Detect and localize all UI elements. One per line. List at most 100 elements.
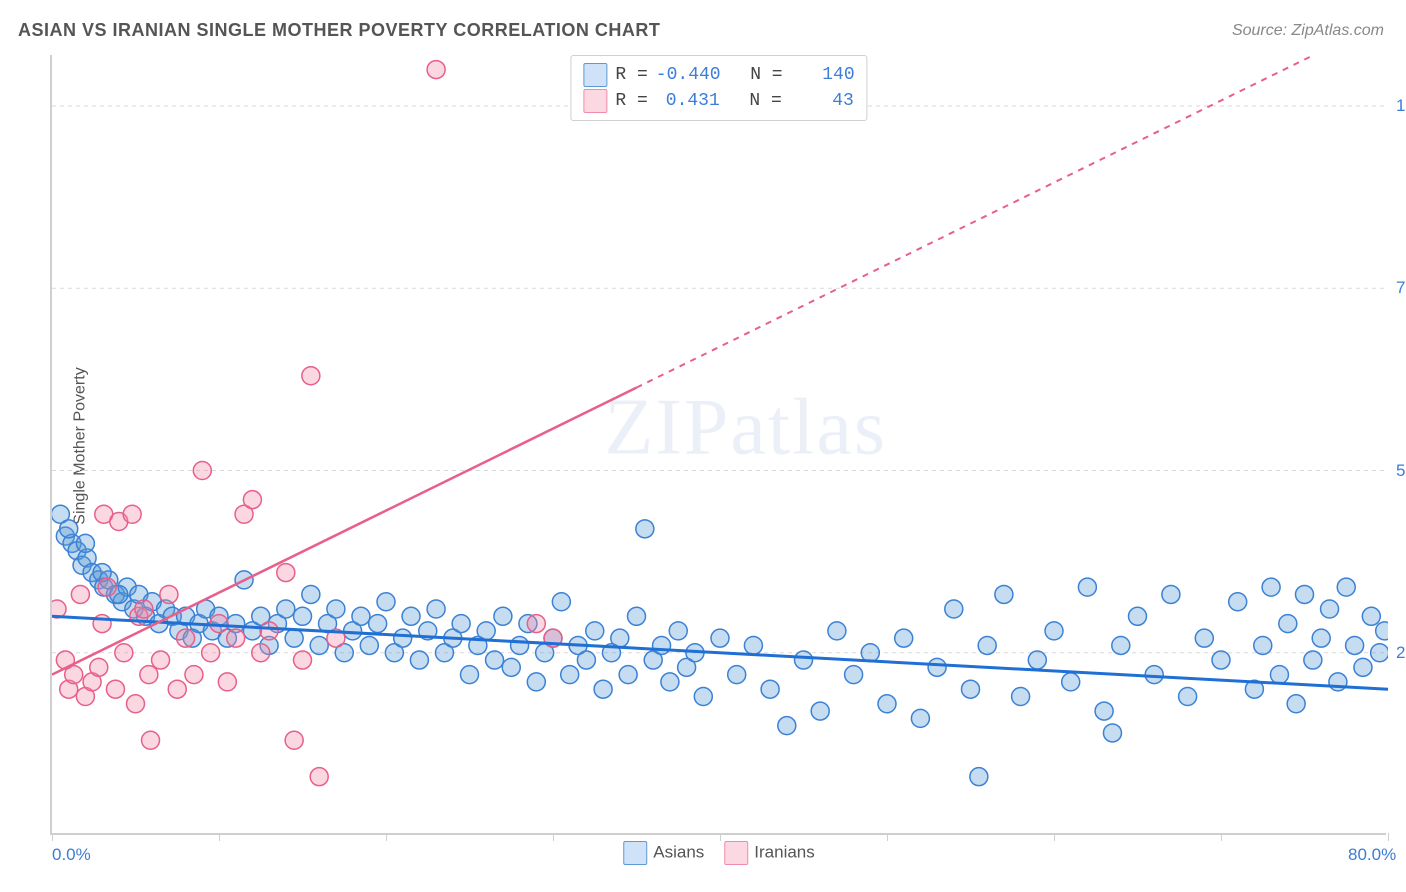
asians-point (310, 636, 328, 654)
asians-point (369, 615, 387, 633)
asians-point (352, 607, 370, 625)
asians-point (461, 666, 479, 684)
asians-point (302, 585, 320, 603)
legend-item: Asians (623, 841, 704, 865)
asians-point (1287, 695, 1305, 713)
asians-point (360, 636, 378, 654)
asians-point (1162, 585, 1180, 603)
iranians-point (294, 651, 312, 669)
asians-point (327, 600, 345, 618)
x-axis-label: 80.0% (1348, 845, 1396, 865)
iranians-point (168, 680, 186, 698)
asians-point (1129, 607, 1147, 625)
asians-point (410, 651, 428, 669)
asians-point (427, 600, 445, 618)
asians-point (1095, 702, 1113, 720)
asians-point (895, 629, 913, 647)
asians-point (995, 585, 1013, 603)
chart-title: ASIAN VS IRANIAN SINGLE MOTHER POVERTY C… (18, 20, 660, 41)
asians-point (978, 636, 996, 654)
iranians-point (185, 666, 203, 684)
asians-point (619, 666, 637, 684)
asians-point (795, 651, 813, 669)
asians-point (1321, 600, 1339, 618)
asians-point (1254, 636, 1272, 654)
legend-label: Asians (653, 842, 704, 861)
asians-point (294, 607, 312, 625)
asians-point (285, 629, 303, 647)
iranians-point (227, 629, 245, 647)
asians-point (1312, 629, 1330, 647)
asians-point (911, 709, 929, 727)
legend-swatch (724, 841, 748, 865)
y-tick-label: 100.0% (1396, 96, 1406, 116)
asians-point (394, 629, 412, 647)
y-tick-label: 25.0% (1396, 643, 1406, 663)
asians-point (861, 644, 879, 662)
iranians-point (252, 644, 270, 662)
stats-row: R =-0.440 N =140 (583, 62, 854, 88)
asians-point (452, 615, 470, 633)
asians-point (970, 768, 988, 786)
asians-point (377, 593, 395, 611)
asians-point (1028, 651, 1046, 669)
iranians-point (527, 615, 545, 633)
iranians-point (243, 491, 261, 509)
asians-point (502, 658, 520, 676)
asians-point (611, 629, 629, 647)
asians-point (586, 622, 604, 640)
legend-label: Iranians (754, 842, 814, 861)
scatter-plot: ZIPatlas R =-0.440 N =140R =0.431 N =43 … (50, 55, 1386, 835)
asians-point (744, 636, 762, 654)
asians-point (1112, 636, 1130, 654)
asians-point (60, 520, 78, 538)
asians-point (1212, 651, 1230, 669)
asians-point (661, 673, 679, 691)
correlation-stats-box: R =-0.440 N =140R =0.431 N =43 (570, 55, 867, 121)
asians-point (694, 687, 712, 705)
asians-point (1354, 658, 1372, 676)
asians-point (1371, 644, 1388, 662)
iranians-point (106, 680, 124, 698)
asians-point (1362, 607, 1380, 625)
asians-point (928, 658, 946, 676)
asians-point (811, 702, 829, 720)
x-axis-label: 0.0% (52, 845, 91, 865)
asians-point (511, 636, 529, 654)
asians-point (527, 673, 545, 691)
asians-point (494, 607, 512, 625)
iranians-point (260, 622, 278, 640)
iranians-point (160, 585, 178, 603)
asians-point (669, 622, 687, 640)
asians-point (628, 607, 646, 625)
iranians-point (71, 585, 89, 603)
iranians-point (127, 695, 145, 713)
asians-point (653, 636, 671, 654)
asians-point (1195, 629, 1213, 647)
iranians-point (152, 651, 170, 669)
asians-point (277, 600, 295, 618)
asians-point (561, 666, 579, 684)
asians-point (1062, 673, 1080, 691)
asians-point (845, 666, 863, 684)
asians-point (1346, 636, 1364, 654)
asians-point (577, 651, 595, 669)
y-tick-label: 75.0% (1396, 278, 1406, 298)
asians-point (945, 600, 963, 618)
legend-item: Iranians (724, 841, 814, 865)
asians-point (1262, 578, 1280, 596)
asians-point (486, 651, 504, 669)
legend-swatch (583, 89, 607, 113)
asians-point (1229, 593, 1247, 611)
iranians-point (98, 578, 116, 596)
iranians-point (310, 768, 328, 786)
asians-point (76, 534, 94, 552)
iranians-point (135, 600, 153, 618)
source-credit: Source: ZipAtlas.com (1232, 22, 1384, 40)
asians-point (711, 629, 729, 647)
asians-point (1279, 615, 1297, 633)
asians-point (828, 622, 846, 640)
asians-point (1270, 666, 1288, 684)
asians-point (1376, 622, 1388, 640)
asians-point (402, 607, 420, 625)
